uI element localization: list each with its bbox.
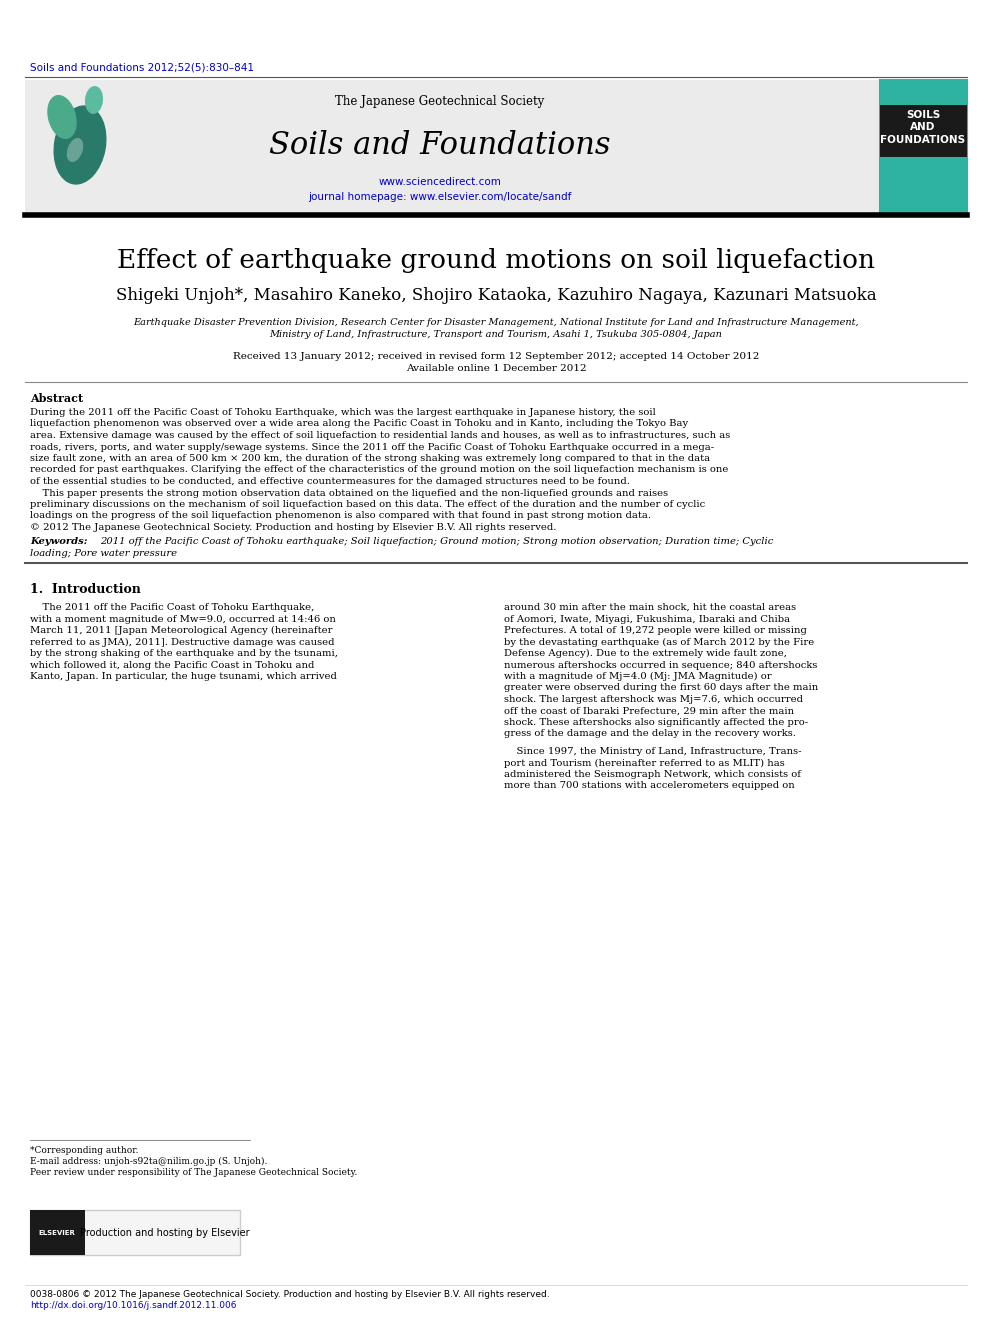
Text: loadings on the progress of the soil liquefaction phenomenon is also compared wi: loadings on the progress of the soil liq… (30, 512, 651, 520)
Text: The Japanese Geotechnical Society: The Japanese Geotechnical Society (335, 95, 545, 108)
Text: 1.  Introduction: 1. Introduction (30, 583, 141, 595)
Text: *Corresponding author.: *Corresponding author. (30, 1146, 139, 1155)
Text: off the coast of Ibaraki Prefecture, 29 min after the main: off the coast of Ibaraki Prefecture, 29 … (504, 706, 795, 716)
Text: Ministry of Land, Infrastructure, Transport and Tourism, Asahi 1, Tsukuba 305-08: Ministry of Land, Infrastructure, Transp… (270, 329, 722, 339)
Ellipse shape (66, 138, 83, 161)
Bar (30, 1211, 85, 1256)
Text: roads, rivers, ports, and water supply/sewage systems. Since the 2011 off the Pa: roads, rivers, ports, and water supply/s… (30, 442, 714, 451)
Text: Kanto, Japan. In particular, the huge tsunami, which arrived: Kanto, Japan. In particular, the huge ts… (30, 672, 337, 681)
Text: Production and hosting by Elsevier: Production and hosting by Elsevier (80, 1228, 250, 1238)
Text: gress of the damage and the delay in the recovery works.: gress of the damage and the delay in the… (504, 729, 796, 738)
Bar (25, 79, 880, 216)
Bar (880, 79, 967, 216)
Text: with a moment magnitude of Mw=9.0, occurred at 14:46 on: with a moment magnitude of Mw=9.0, occur… (30, 614, 336, 623)
Text: © 2012 The Japanese Geotechnical Society. Production and hosting by Elsevier B.V: © 2012 The Japanese Geotechnical Society… (30, 523, 557, 532)
Text: Soils and Foundations 2012;52(5):830–841: Soils and Foundations 2012;52(5):830–841 (30, 62, 254, 71)
Text: around 30 min after the main shock, hit the coastal areas: around 30 min after the main shock, hit … (504, 603, 797, 613)
Text: by the devastating earthquake (as of March 2012 by the Fire: by the devastating earthquake (as of Mar… (504, 638, 814, 647)
Text: port and Tourism (hereinafter referred to as MLIT) has: port and Tourism (hereinafter referred t… (504, 758, 785, 767)
Text: 0038-0806 © 2012 The Japanese Geotechnical Society. Production and hosting by El: 0038-0806 © 2012 The Japanese Geotechnic… (30, 1290, 550, 1299)
Text: area. Extensive damage was caused by the effect of soil liquefaction to resident: area. Extensive damage was caused by the… (30, 431, 730, 441)
Text: which followed it, along the Pacific Coast in Tohoku and: which followed it, along the Pacific Coa… (30, 660, 314, 669)
Text: numerous aftershocks occurred in sequence; 840 aftershocks: numerous aftershocks occurred in sequenc… (504, 660, 817, 669)
Text: preliminary discussions on the mechanism of soil liquefaction based on this data: preliminary discussions on the mechanism… (30, 500, 705, 509)
Ellipse shape (48, 95, 76, 139)
Text: Received 13 January 2012; received in revised form 12 September 2012; accepted 1: Received 13 January 2012; received in re… (233, 352, 759, 361)
Text: E-mail address: unjoh-s92ta@nilim.go.jp (S. Unjoh).: E-mail address: unjoh-s92ta@nilim.go.jp … (30, 1158, 268, 1166)
Text: recorded for past earthquakes. Clarifying the effect of the characteristics of t: recorded for past earthquakes. Clarifyin… (30, 466, 728, 475)
Text: of the essential studies to be conducted, and effective countermeasures for the : of the essential studies to be conducted… (30, 478, 630, 486)
Text: shock. These aftershocks also significantly affected the pro-: shock. These aftershocks also significan… (504, 718, 808, 728)
Text: loading; Pore water pressure: loading; Pore water pressure (30, 549, 177, 557)
Bar (30, 1211, 240, 1256)
Text: referred to as JMA), 2011]. Destructive damage was caused: referred to as JMA), 2011]. Destructive … (30, 638, 334, 647)
Ellipse shape (54, 106, 106, 185)
Bar (880, 105, 967, 157)
Text: www.sciencedirect.com: www.sciencedirect.com (379, 177, 501, 187)
Text: Prefectures. A total of 19,272 people were killed or missing: Prefectures. A total of 19,272 people we… (504, 626, 806, 635)
Text: http://dx.doi.org/10.1016/j.sandf.2012.11.006: http://dx.doi.org/10.1016/j.sandf.2012.1… (30, 1301, 236, 1310)
Text: more than 700 stations with accelerometers equipped on: more than 700 stations with acceleromete… (504, 782, 795, 791)
Text: by the strong shaking of the earthquake and by the tsunami,: by the strong shaking of the earthquake … (30, 650, 338, 658)
Ellipse shape (85, 86, 103, 114)
Text: The 2011 off the Pacific Coast of Tohoku Earthquake,: The 2011 off the Pacific Coast of Tohoku… (30, 603, 314, 613)
Text: of Aomori, Iwate, Miyagi, Fukushima, Ibaraki and Chiba: of Aomori, Iwate, Miyagi, Fukushima, Iba… (504, 614, 790, 623)
Text: Available online 1 December 2012: Available online 1 December 2012 (406, 364, 586, 373)
Text: liquefaction phenomenon was observed over a wide area along the Pacific Coast in: liquefaction phenomenon was observed ove… (30, 419, 688, 429)
Text: March 11, 2011 [Japan Meteorological Agency (hereinafter: March 11, 2011 [Japan Meteorological Age… (30, 626, 332, 635)
Text: Peer review under responsibility of The Japanese Geotechnical Society.: Peer review under responsibility of The … (30, 1168, 357, 1177)
Text: Soils and Foundations: Soils and Foundations (269, 130, 611, 161)
Text: SOILS
AND
FOUNDATIONS: SOILS AND FOUNDATIONS (881, 110, 965, 144)
Text: journal homepage: www.elsevier.com/locate/sandf: journal homepage: www.elsevier.com/locat… (309, 192, 571, 202)
Text: administered the Seismograph Network, which consists of: administered the Seismograph Network, wh… (504, 770, 801, 779)
Text: Effect of earthquake ground motions on soil liquefaction: Effect of earthquake ground motions on s… (117, 247, 875, 273)
Text: Since 1997, the Ministry of Land, Infrastructure, Trans-: Since 1997, the Ministry of Land, Infras… (504, 747, 802, 755)
Text: During the 2011 off the Pacific Coast of Tohoku Earthquake, which was the larges: During the 2011 off the Pacific Coast of… (30, 407, 656, 417)
Text: ELSEVIER: ELSEVIER (39, 1230, 75, 1236)
Text: Keywords:: Keywords: (30, 537, 87, 546)
Text: size fault zone, with an area of 500 km × 200 km, the duration of the strong sha: size fault zone, with an area of 500 km … (30, 454, 710, 463)
Text: with a magnitude of Mj=4.0 (Mj: JMA Magnitude) or: with a magnitude of Mj=4.0 (Mj: JMA Magn… (504, 672, 772, 681)
Text: Abstract: Abstract (30, 393, 83, 404)
Text: shock. The largest aftershock was Mj=7.6, which occurred: shock. The largest aftershock was Mj=7.6… (504, 695, 803, 704)
Text: Earthquake Disaster Prevention Division, Research Center for Disaster Management: Earthquake Disaster Prevention Division,… (133, 318, 859, 327)
Text: 2011 off the Pacific Coast of Tohoku earthquake; Soil liquefaction; Ground motio: 2011 off the Pacific Coast of Tohoku ear… (100, 537, 774, 546)
Text: This paper presents the strong motion observation data obtained on the liquefied: This paper presents the strong motion ob… (30, 488, 669, 497)
Text: Defense Agency). Due to the extremely wide fault zone,: Defense Agency). Due to the extremely wi… (504, 650, 787, 658)
Text: Shigeki Unjoh*, Masahiro Kaneko, Shojiro Kataoka, Kazuhiro Nagaya, Kazunari Mats: Shigeki Unjoh*, Masahiro Kaneko, Shojiro… (116, 287, 876, 304)
Text: greater were observed during the first 60 days after the main: greater were observed during the first 6… (504, 684, 818, 692)
